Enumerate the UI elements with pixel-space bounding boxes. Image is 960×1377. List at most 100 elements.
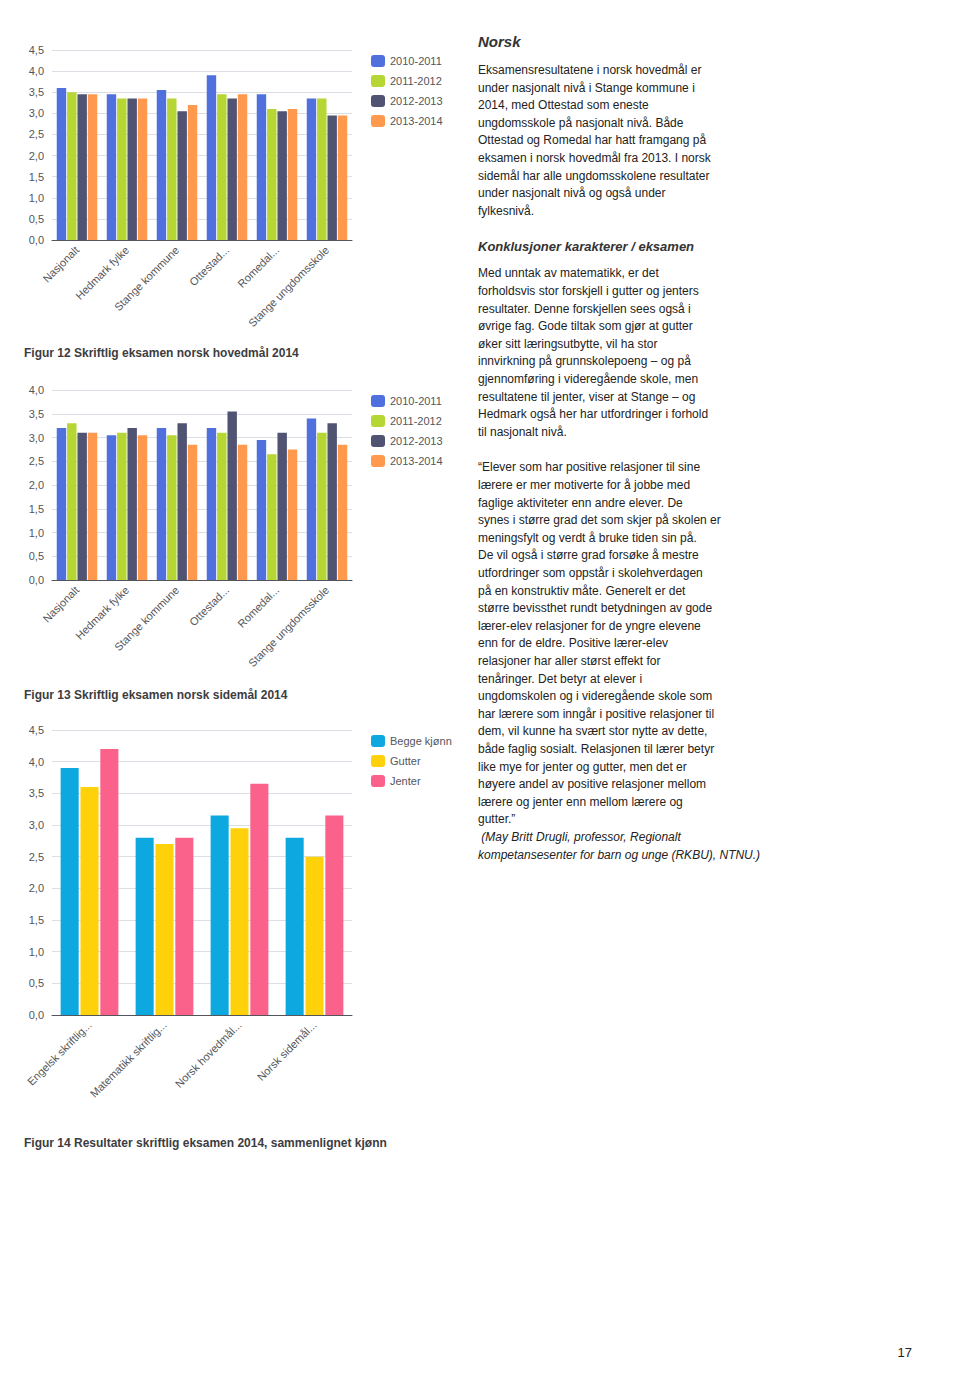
svg-text:17: 17 bbox=[898, 1345, 912, 1360]
svg-text:2,5: 2,5 bbox=[29, 455, 44, 467]
svg-text:Stange ungdomsskole: Stange ungdomsskole bbox=[246, 584, 331, 669]
svg-text:2013-2014: 2013-2014 bbox=[390, 115, 443, 127]
svg-text:3,5: 3,5 bbox=[29, 408, 44, 420]
svg-text:3,5: 3,5 bbox=[29, 787, 44, 799]
svg-text:4,0: 4,0 bbox=[29, 756, 44, 768]
svg-text:Norsk hovedmål...: Norsk hovedmål... bbox=[173, 1019, 244, 1090]
svg-text:gutter.”: gutter.” bbox=[478, 812, 515, 826]
svg-text:Matematikk skriftlig...: Matematikk skriftlig... bbox=[88, 1019, 169, 1100]
svg-text:ungdomsskole på nasjonalt nivå: ungdomsskole på nasjonalt nivå. Både bbox=[478, 116, 684, 130]
svg-text:Hedmark også her har utfordrin: Hedmark også her har utfordringer i forh… bbox=[478, 407, 708, 421]
svg-text:2,0: 2,0 bbox=[29, 479, 44, 491]
svg-text:synes i større grad det som sk: synes i større grad det som skjer på sko… bbox=[478, 513, 721, 527]
svg-text:enn for de eldre. Positive lær: enn for de eldre. Positive lærer-elev bbox=[478, 636, 668, 650]
svg-text:sidemål har alle ungdomsskolen: sidemål har alle ungdomsskolene resultat… bbox=[478, 169, 709, 183]
svg-text:lærere er mer motiverte for å: lærere er mer motiverte for å jobbe med bbox=[478, 478, 690, 492]
svg-text:dem, vil kunne ha svært stor n: dem, vil kunne ha svært stor nytte av de… bbox=[478, 724, 707, 738]
svg-text:Ottestad...: Ottestad... bbox=[187, 244, 231, 288]
svg-text:Romedal...: Romedal... bbox=[235, 584, 281, 630]
svg-text:utfordringer som oppstår i sko: utfordringer som oppstår i skolehverdage… bbox=[478, 566, 703, 580]
svg-text:0,5: 0,5 bbox=[29, 550, 44, 562]
svg-text:(May Britt Drugli, professor,: (May Britt Drugli, professor, Regionalt bbox=[478, 830, 681, 844]
svg-text:Norsk: Norsk bbox=[478, 33, 521, 50]
svg-text:tenåringer. Det betyr at eleve: tenåringer. Det betyr at elever i bbox=[478, 672, 642, 686]
svg-text:lærere og jenter enn mellom læ: lærere og jenter enn mellom lærere og bbox=[478, 795, 683, 809]
svg-text:2,0: 2,0 bbox=[29, 882, 44, 894]
svg-text:0,0: 0,0 bbox=[29, 574, 44, 586]
svg-text:4,5: 4,5 bbox=[29, 44, 44, 56]
svg-text:ungdomskolen og i videregående: ungdomskolen og i videregående skole som bbox=[478, 689, 712, 703]
svg-text:4,5: 4,5 bbox=[29, 724, 44, 736]
svg-text:2010-2011: 2010-2011 bbox=[390, 395, 442, 407]
svg-text:har lærere som inngår i positi: har lærere som inngår i positive relasjo… bbox=[478, 707, 714, 721]
svg-text:1,0: 1,0 bbox=[29, 192, 44, 204]
svg-text:fylkesnivå.: fylkesnivå. bbox=[478, 204, 534, 218]
svg-text:Begge kjønn: Begge kjønn bbox=[390, 735, 452, 747]
svg-text:2,5: 2,5 bbox=[29, 851, 44, 863]
svg-text:1,0: 1,0 bbox=[29, 527, 44, 539]
svg-text:2010-2011: 2010-2011 bbox=[390, 55, 442, 67]
svg-text:2014, med Ottestad som eneste: 2014, med Ottestad som eneste bbox=[478, 98, 649, 112]
svg-text:både faglig sosialt. Relasjone: både faglig sosialt. Relasjonen til lære… bbox=[478, 742, 714, 756]
svg-text:2011-2012: 2011-2012 bbox=[390, 75, 442, 87]
svg-text:relasjoner har aller størst ef: relasjoner har aller størst effekt for bbox=[478, 654, 661, 668]
svg-text:øker sitt læringsutbytte, vil: øker sitt læringsutbytte, vil ha stor bbox=[478, 337, 657, 351]
svg-text:0,5: 0,5 bbox=[29, 213, 44, 225]
svg-text:Med unntak av matematikk, er d: Med unntak av matematikk, er det bbox=[478, 266, 659, 280]
svg-text:2,5: 2,5 bbox=[29, 128, 44, 140]
svg-text:Nasjonalt: Nasjonalt bbox=[40, 584, 81, 625]
svg-text:Eksamensresultatene i norsk ho: Eksamensresultatene i norsk hovedmål er bbox=[478, 63, 701, 77]
svg-text:under nasjonalt nivå og også u: under nasjonalt nivå og også under bbox=[478, 186, 665, 200]
svg-text:større bevissthet rundt betydn: større bevissthet rundt betydningen av g… bbox=[478, 601, 712, 615]
svg-text:2013-2014: 2013-2014 bbox=[390, 455, 443, 467]
svg-text:resultater. Denne forskjellen: resultater. Denne forskjellen sees også … bbox=[478, 302, 691, 316]
svg-text:De vil også i større grad fors: De vil også i større grad forsøke å mest… bbox=[478, 548, 699, 562]
svg-text:3,5: 3,5 bbox=[29, 86, 44, 98]
svg-text:faglige aktiviteter enn andre: faglige aktiviteter enn andre elever. De bbox=[478, 496, 683, 510]
svg-text:Ottestad...: Ottestad... bbox=[187, 584, 231, 628]
svg-text:resultatene til jenter, viser: resultatene til jenter, viser at Stange … bbox=[478, 390, 695, 404]
svg-text:kompetansesenter for barn og u: kompetansesenter for barn og unge (RKBU)… bbox=[478, 848, 760, 862]
svg-text:1,0: 1,0 bbox=[29, 946, 44, 958]
svg-text:Figur 12 Skriftlig eksamen nor: Figur 12 Skriftlig eksamen norsk hovedmå… bbox=[24, 346, 299, 360]
svg-text:Ottestad og Romedal har hatt f: Ottestad og Romedal har hatt framgang på bbox=[478, 133, 706, 147]
svg-text:1,5: 1,5 bbox=[29, 914, 44, 926]
svg-text:høyere andel av positive relas: høyere andel av positive relasjoner mell… bbox=[478, 777, 706, 791]
svg-text:2012-2013: 2012-2013 bbox=[390, 95, 443, 107]
svg-text:øvrige fag. Gode tiltak som gj: øvrige fag. Gode tiltak som gjør at gutt… bbox=[478, 319, 693, 333]
svg-text:Nasjonalt: Nasjonalt bbox=[40, 244, 81, 285]
svg-text:Figur 14 Resultater skriftlig: Figur 14 Resultater skriftlig eksamen 20… bbox=[24, 1136, 387, 1150]
svg-text:Stange kommune: Stange kommune bbox=[112, 244, 181, 313]
svg-text:2,0: 2,0 bbox=[29, 150, 44, 162]
svg-text:Stange kommune: Stange kommune bbox=[112, 584, 181, 653]
svg-text:“Elever som har positive relas: “Elever som har positive relasjoner til … bbox=[478, 460, 700, 474]
svg-text:innvirkning på grunnskolepoeng: innvirkning på grunnskolepoeng – og på bbox=[478, 354, 691, 368]
svg-text:Konklusjoner karakterer / eksa: Konklusjoner karakterer / eksamen bbox=[478, 239, 694, 254]
svg-text:3,0: 3,0 bbox=[29, 107, 44, 119]
svg-text:forholdsvis stor forskjell i g: forholdsvis stor forskjell i gutter og j… bbox=[478, 284, 699, 298]
svg-text:eksamen i norsk hovedmål fra 2: eksamen i norsk hovedmål fra 2013. I nor… bbox=[478, 151, 712, 165]
svg-text:til nasjonalt nivå.: til nasjonalt nivå. bbox=[478, 425, 567, 439]
svg-text:0,5: 0,5 bbox=[29, 977, 44, 989]
svg-text:lærer-elev relasjoner for de y: lærer-elev relasjoner for de yngre eleve… bbox=[478, 619, 701, 633]
svg-text:gjennomføring i videregående s: gjennomføring i videregående skole, men bbox=[478, 372, 698, 386]
svg-text:Norsk sidemål...: Norsk sidemål... bbox=[255, 1019, 319, 1083]
svg-text:1,5: 1,5 bbox=[29, 171, 44, 183]
svg-text:på en konstruktiv måte. Genere: på en konstruktiv måte. Generelt er det bbox=[478, 584, 686, 598]
svg-text:3,0: 3,0 bbox=[29, 819, 44, 831]
svg-text:0,0: 0,0 bbox=[29, 234, 44, 246]
svg-text:Romedal...: Romedal... bbox=[235, 244, 281, 290]
svg-text:2011-2012: 2011-2012 bbox=[390, 415, 442, 427]
svg-text:1,5: 1,5 bbox=[29, 503, 44, 515]
svg-text:3,0: 3,0 bbox=[29, 432, 44, 444]
svg-text:under nasjonalt nivå i Stange: under nasjonalt nivå i Stange kommune i bbox=[478, 81, 695, 95]
svg-text:4,0: 4,0 bbox=[29, 65, 44, 77]
svg-text:Figur 13 Skriftlig eksamen nor: Figur 13 Skriftlig eksamen norsk sidemål… bbox=[24, 688, 288, 702]
svg-text:Stange ungdomsskole: Stange ungdomsskole bbox=[246, 244, 331, 329]
svg-text:2012-2013: 2012-2013 bbox=[390, 435, 443, 447]
svg-text:like mye for jenter og gutter,: like mye for jenter og gutter, men det e… bbox=[478, 760, 687, 774]
svg-text:4,0: 4,0 bbox=[29, 384, 44, 396]
svg-text:0,0: 0,0 bbox=[29, 1009, 44, 1021]
svg-text:Engelsk skriftlig...: Engelsk skriftlig... bbox=[25, 1019, 94, 1088]
svg-text:Gutter: Gutter bbox=[390, 755, 421, 767]
